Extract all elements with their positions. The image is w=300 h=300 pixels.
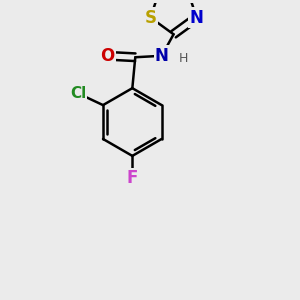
Text: N: N [155,47,169,65]
Text: F: F [127,169,138,187]
Text: N: N [190,9,203,27]
Text: Cl: Cl [70,86,86,101]
Text: S: S [145,9,157,27]
Text: O: O [100,47,114,65]
Text: H: H [179,52,188,64]
